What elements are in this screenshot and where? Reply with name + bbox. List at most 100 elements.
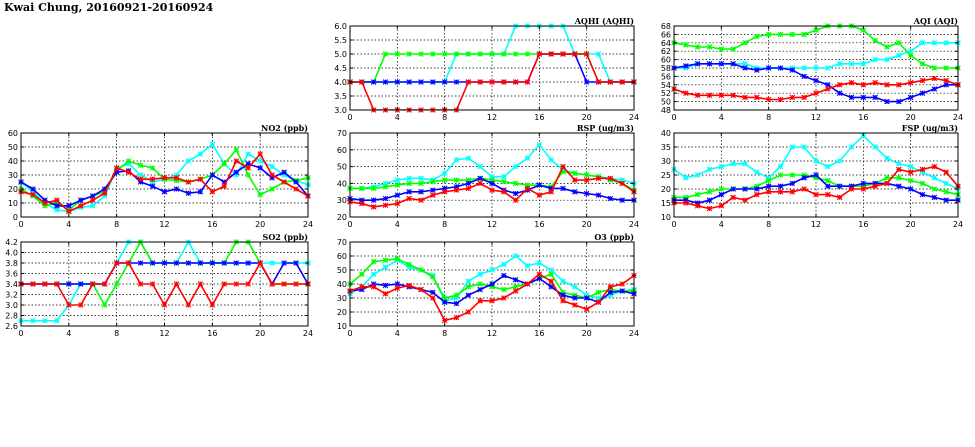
series-point-cyan [742,161,748,167]
series-point-cyan [742,61,748,67]
series-point-blue [394,192,401,198]
series-point-red [185,302,192,308]
series-point-blue [477,286,483,293]
series-point-green [221,161,228,167]
series-point-blue [66,203,72,209]
series-point-red [501,79,507,85]
series-point-red [683,90,689,96]
series-point-red [477,298,483,304]
series-point-red [89,281,96,287]
series-point-red [54,197,60,203]
series-point-red [394,285,401,291]
series-point-red [185,179,192,185]
series-point-cyan [943,180,949,187]
series-point-red [813,90,819,96]
series-point-red [209,302,216,308]
series-point-blue [418,79,424,85]
series-point-red [848,79,855,86]
series-point-cyan [706,166,713,173]
series-point-blue [359,197,365,203]
series-point-red [359,79,365,85]
series-point-cyan [607,292,614,298]
series-point-blue [221,179,228,185]
series-point-blue [173,260,180,266]
series-point-cyan [524,155,531,161]
x-tick-label: 20 [582,113,592,122]
series-point-red [78,302,84,308]
series-point-red [137,281,144,287]
series-point-green [501,51,507,57]
series-point-blue [560,185,566,192]
series-point-blue [730,61,736,67]
series-point-blue [860,94,867,101]
series-point-blue [394,79,401,85]
series-point-red [836,82,843,88]
series-point-red [694,203,701,209]
series-point-blue [777,183,784,189]
series-point-blue [430,187,436,193]
x-tick-label: 12 [487,220,497,229]
series-point-red [370,284,377,290]
series-point-blue [607,289,614,296]
series-point-green [382,51,389,57]
series-point-red [477,79,483,85]
chart-title: FSP (ug/m3) [902,123,958,133]
chart-panel-rsp: 0 4 8 12 16 20 24 20 30 40 50 60 70 RSP (ug/m3) [337,123,639,229]
series-point-blue [754,67,760,73]
series-point-red [706,205,713,212]
y-tick-label: 68 [661,22,671,31]
series-point-blue [441,79,448,85]
series-point-blue [607,195,614,202]
series-point-red [465,79,472,85]
series-point-green [441,295,448,301]
y-tick-label: 10 [8,199,18,208]
series-point-green [125,158,132,164]
series-point-green [489,177,495,183]
series-point-blue [572,189,578,195]
series-point-blue [370,79,377,85]
series-point-blue [789,180,796,187]
series-point-red [394,200,401,207]
series-point-blue [872,180,878,187]
series-point-green [113,281,120,287]
series-point-blue [836,183,843,189]
series-point-green [512,51,519,57]
series-point-green [907,52,914,59]
series-point-cyan [595,51,602,57]
series-point-red [257,260,263,266]
x-tick-label: 0 [18,329,23,338]
series-point-green [777,172,784,178]
series-point-blue [742,186,748,192]
series-point-red [683,200,689,206]
series-point-blue [161,260,168,266]
series-point-red [801,94,807,101]
y-tick-label: 50 [661,98,671,107]
chart-title: AQHI (AQHI) [574,16,635,26]
series-point-green [683,194,689,201]
series-point-red [173,175,180,181]
series-point-red [706,92,713,99]
series-point-red [836,194,843,201]
chart-panel-fsp: 0 4 8 12 16 20 24 10 15 20 25 30 35 40 FSP (ug/m3) [661,123,963,229]
series-point-cyan [754,169,760,175]
series-point-red [281,179,287,185]
series-point-blue [78,197,84,203]
series-point-cyan [548,157,554,163]
series-point-green [465,177,472,183]
series-point-red [197,281,204,287]
x-tick-label: 20 [255,329,265,338]
series-point-red [572,302,578,308]
series-point-red [619,180,625,187]
series-point-red [872,183,878,189]
series-point-blue [30,186,36,192]
series-point-red [89,197,96,203]
series-point-red [42,281,48,287]
series-point-green [560,289,566,296]
series-point-green [765,177,772,184]
series-point-red [860,82,867,88]
series-point-cyan [30,317,36,324]
series-point-green [524,182,531,188]
series-point-red [42,200,48,206]
x-tick-label: 12 [487,113,497,122]
series-point-green [453,177,460,183]
